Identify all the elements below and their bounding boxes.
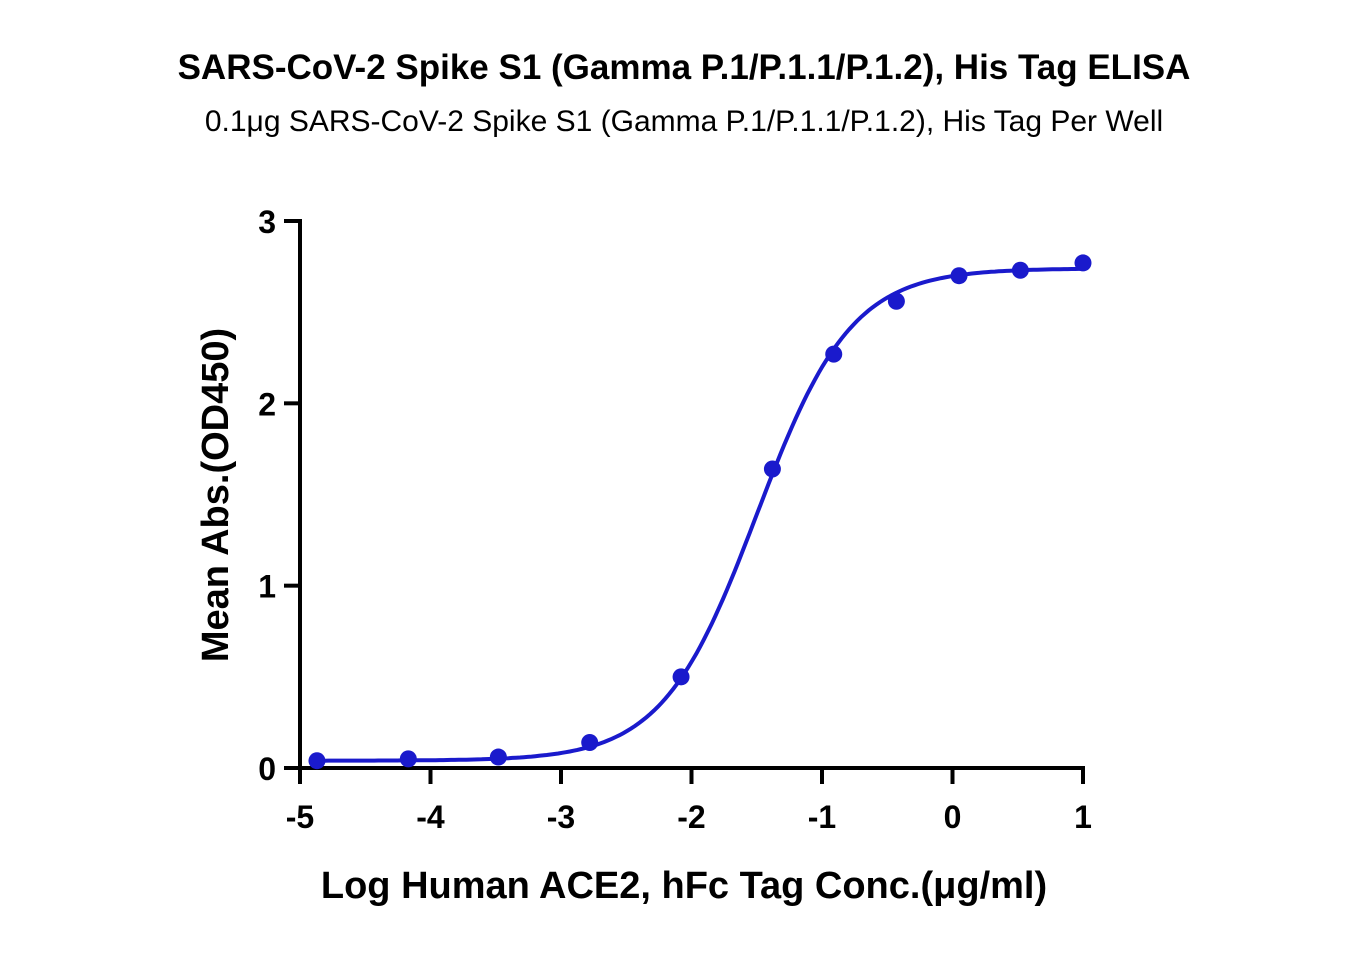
data-point (489, 748, 507, 766)
chart-subtitle: 0.1μg SARS-CoV-2 Spike S1 (Gamma P.1/P.1… (204, 105, 1164, 138)
y-tick-label: 3 (258, 204, 276, 240)
x-axis-label: Log Human ACE2, hFc Tag Conc.(μg/ml) (321, 865, 1047, 907)
data-point (308, 752, 326, 770)
data-point (581, 733, 599, 751)
data-point (763, 460, 781, 478)
data-point (1074, 254, 1092, 272)
x-tick-label: -2 (677, 799, 705, 835)
x-tick-label: -3 (547, 799, 575, 835)
x-tick-label: 1 (1074, 799, 1092, 835)
data-point (825, 345, 843, 363)
chart-title: SARS-CoV-2 Spike S1 (Gamma P.1/P.1.1/P.1… (177, 48, 1191, 87)
fit-curve (317, 266, 1083, 763)
data-point (399, 750, 417, 768)
y-tick-label: 1 (258, 569, 276, 605)
y-axis-label: Mean Abs.(OD450) (195, 328, 237, 662)
y-tick-label: 0 (258, 751, 276, 787)
data-point (672, 668, 690, 686)
x-tick-label: -1 (808, 799, 836, 835)
x-tick-label: 0 (944, 799, 962, 835)
y-tick-label: 2 (258, 386, 276, 422)
data-point (887, 292, 905, 310)
data-point (1011, 261, 1029, 279)
x-tick-label: -5 (286, 799, 314, 835)
x-tick-label: -4 (416, 799, 445, 835)
data-point (950, 267, 968, 285)
